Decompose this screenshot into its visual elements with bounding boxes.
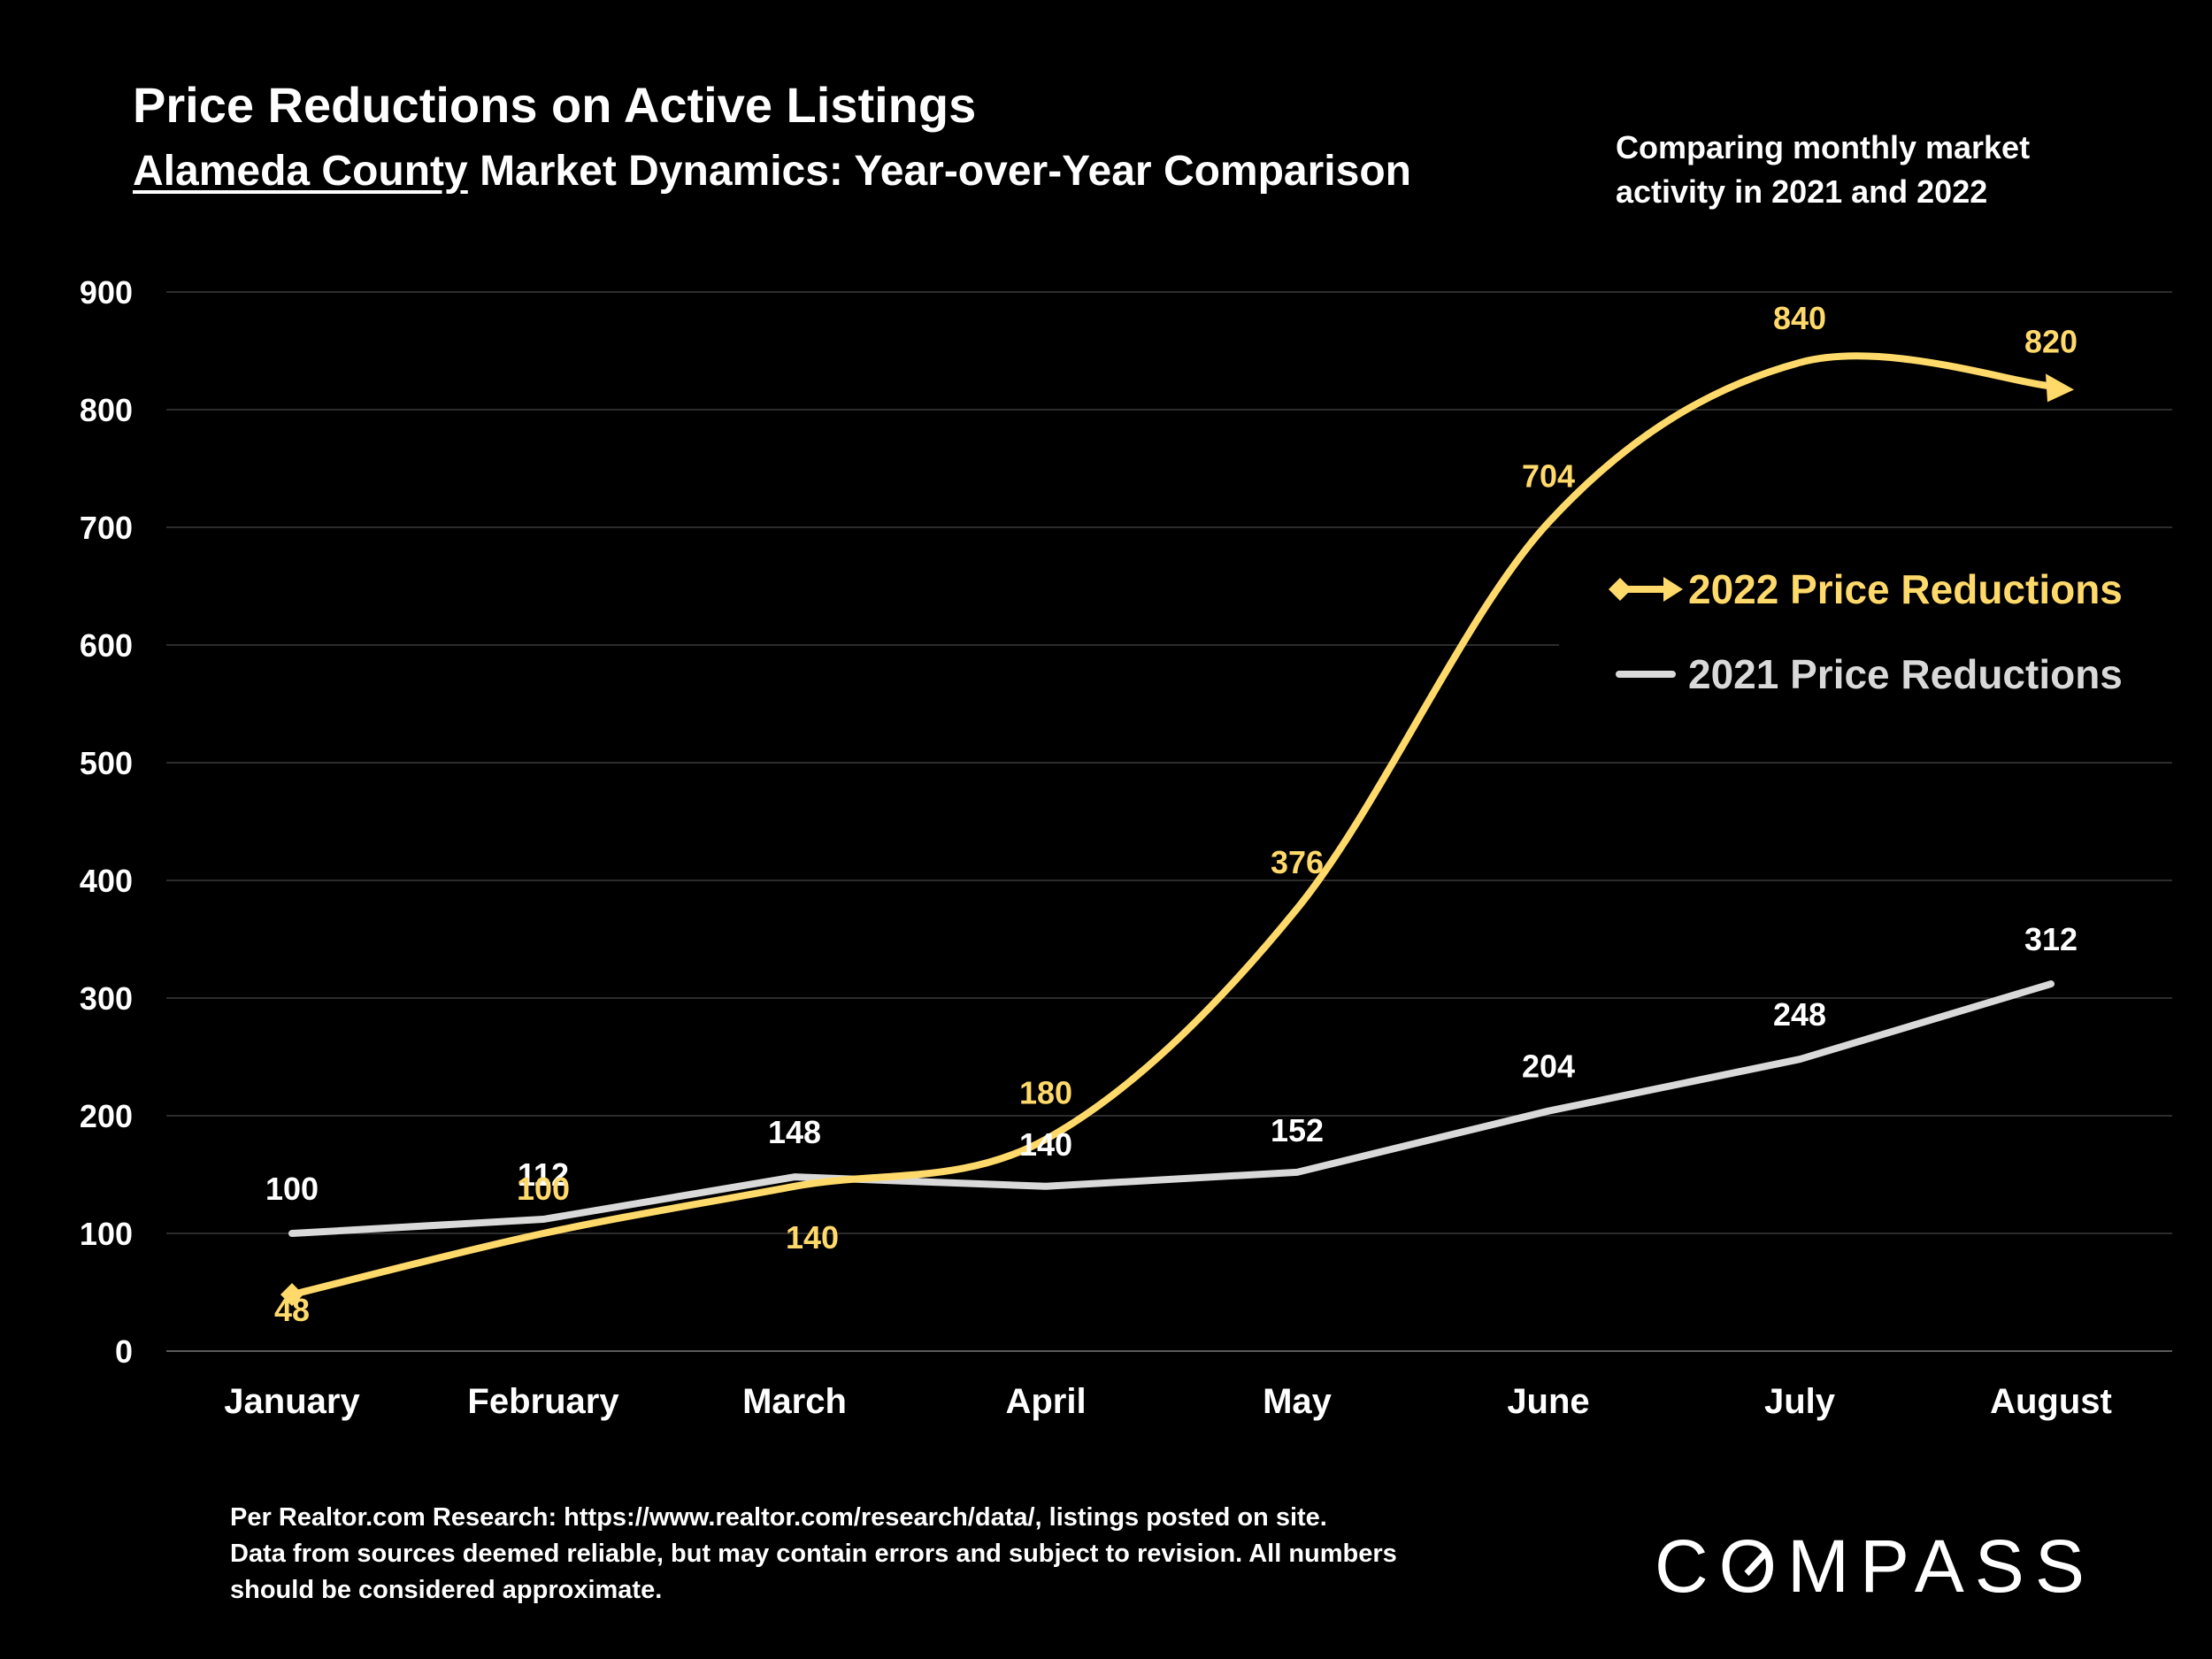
series-line-2021 <box>288 980 2055 1237</box>
chart-subtitle: Alameda County Market Dynamics: Year-ove… <box>133 148 1411 196</box>
logo-letter-o: O <box>1718 1525 1788 1608</box>
data-label-2022: 704 <box>1522 458 1575 495</box>
end-arrow-marker <box>2046 373 2074 403</box>
subtitle-county: Alameda County <box>133 148 468 195</box>
x-tick-label: February <box>467 1382 619 1421</box>
chart-title: Price Reductions on Active Listings <box>133 77 977 133</box>
x-tick-label: July <box>1764 1382 1836 1421</box>
start-diamond-marker <box>280 1283 303 1307</box>
data-label-2021: 112 <box>518 1156 569 1193</box>
data-label-2021: 148 <box>768 1114 821 1150</box>
y-tick-label: 200 <box>80 1098 133 1134</box>
logo-slash-mark <box>1744 1548 1770 1577</box>
x-tick-label: January <box>224 1382 360 1421</box>
y-tick-label: 300 <box>80 980 133 1017</box>
data-label-2021: 140 <box>1019 1126 1072 1163</box>
data-label-2022: 48 <box>274 1292 310 1328</box>
x-axis-ticks: January February March April May June July Augu… <box>224 1382 2112 1421</box>
y-tick-label: 600 <box>80 627 133 664</box>
series-line-2022 <box>288 352 2055 1299</box>
x-tick-label: March <box>742 1382 847 1421</box>
data-label-2022: 820 <box>2024 323 2078 359</box>
data-label-2022: 840 <box>1773 300 1826 336</box>
data-label-2022: 180 <box>1019 1075 1072 1111</box>
y-axis-ticks: 0 100 200 300 400 500 600 700 800 900 <box>80 274 133 1370</box>
footnote-line-1: Per Realtor.com Research: https://www.re… <box>230 1503 1327 1532</box>
y-tick-label: 400 <box>80 863 133 899</box>
data-label-2021: 204 <box>1522 1048 1575 1085</box>
legend-label: 2021 Price Reductions <box>1688 651 2123 697</box>
x-tick-label: June <box>1507 1382 1589 1421</box>
y-tick-label: 900 <box>80 274 133 311</box>
y-tick-label: 100 <box>80 1216 133 1252</box>
footnote-line-2: Data from sources deemed reliable, but m… <box>230 1540 1397 1569</box>
legend: 2022 Price Reductions 2021 Price Reductio… <box>1559 536 2212 697</box>
x-tick-label: April <box>1005 1382 1086 1421</box>
y-tick-label: 0 <box>115 1333 133 1370</box>
data-label-2021: 152 <box>1271 1112 1324 1148</box>
logo-letters-mpass: MPASS <box>1787 1525 2095 1608</box>
data-label-2021: 312 <box>2024 921 2078 957</box>
source-footnote: Per Realtor.com Research: https://www.re… <box>230 1500 1478 1609</box>
legend-backing <box>1559 621 2212 692</box>
data-label-2021: 100 <box>265 1171 319 1207</box>
data-label-2022: 140 <box>786 1219 839 1256</box>
x-tick-label: May <box>1263 1382 1333 1421</box>
y-tick-label: 800 <box>80 392 133 428</box>
subtitle-rest: Market Dynamics: Year-over-Year Comparis… <box>467 148 1411 195</box>
series-lines <box>280 352 2074 1307</box>
data-label-2022: 376 <box>1271 844 1324 880</box>
legend-label: 2022 Price Reductions <box>1688 566 2123 612</box>
legend-arrow-marker <box>1663 577 1683 602</box>
compass-logo: CO MPASS <box>1655 1529 2095 1603</box>
x-tick-label: August <box>1990 1382 2112 1421</box>
legend-diamond-marker <box>1609 578 1632 601</box>
logo-letter-c: C <box>1655 1525 1719 1608</box>
comparison-note: Comparing monthly market activity in 202… <box>1616 129 2031 210</box>
gridlines <box>166 291 2172 1352</box>
y-tick-label: 700 <box>80 510 133 546</box>
data-label-2022: 100 <box>517 1171 570 1207</box>
y-tick-label: 500 <box>80 745 133 781</box>
footnote-line-3: should be considered approximate. <box>230 1576 663 1605</box>
data-label-2021: 248 <box>1773 996 1826 1033</box>
